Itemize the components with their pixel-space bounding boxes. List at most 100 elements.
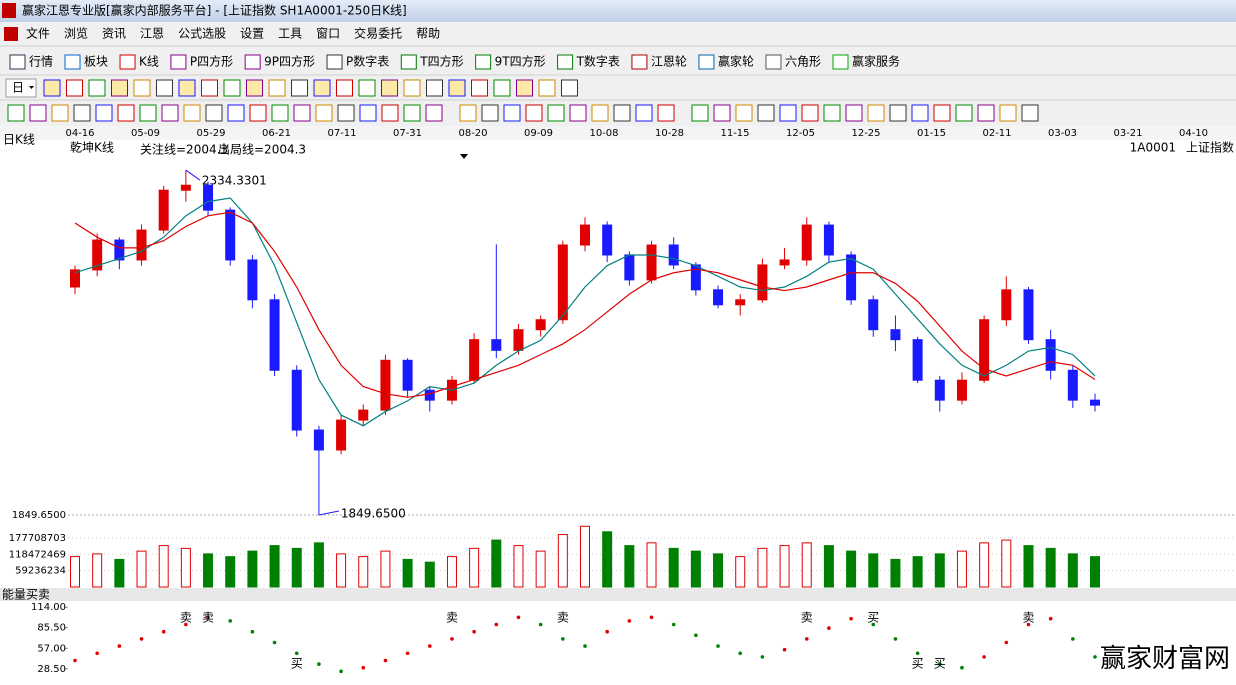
icon-button[interactable] [358,79,376,97]
icon-button[interactable] [735,104,753,122]
toolbar-icon[interactable] [400,54,417,70]
icon-button[interactable] [268,79,286,97]
icon-button[interactable] [538,79,556,97]
toolbar-button[interactable]: K线 [139,55,159,69]
icon-button[interactable] [201,79,218,97]
icon-button[interactable] [271,104,289,122]
icon-button[interactable] [845,104,863,122]
icon-button[interactable] [88,79,106,97]
toolbar-button[interactable]: T数字表 [576,54,620,69]
toolbar-icon[interactable] [698,54,715,70]
toolbar-button[interactable]: 赢家轮 [718,54,754,69]
icon-button[interactable] [955,104,973,122]
icon-button[interactable] [801,104,819,122]
icon-button[interactable] [117,104,135,122]
icon-button[interactable] [403,79,421,97]
icon-button[interactable] [591,104,609,122]
icon-button[interactable] [757,104,775,122]
toolbar-icon[interactable] [326,54,343,70]
icon-button[interactable] [95,104,113,122]
icon-button[interactable] [381,79,398,97]
icon-button[interactable] [911,104,929,122]
toolbar-icon[interactable] [475,54,492,70]
icon-button[interactable] [547,104,565,122]
toolbar-button[interactable]: 江恩轮 [651,55,687,69]
icon-button[interactable] [823,104,841,122]
menu-item[interactable]: 设置 [240,27,264,41]
toolbar-button[interactable]: 9T四方形 [495,54,546,69]
icon-button[interactable] [313,79,331,97]
icon-button[interactable] [178,79,196,97]
toolbar-button[interactable]: 六角形 [785,55,821,69]
icon-button[interactable] [977,104,995,122]
menu-item[interactable]: 资讯 [102,27,126,41]
icon-button[interactable] [425,104,443,122]
icon-button[interactable] [471,79,488,97]
toolbar-icon[interactable] [765,54,782,70]
icon-button[interactable] [51,104,69,122]
toolbar-icon[interactable] [832,54,849,70]
icon-button[interactable] [481,104,499,122]
toolbar-icon[interactable] [64,54,81,70]
icon-button[interactable] [291,79,308,97]
icon-button[interactable] [779,104,797,122]
icon-button[interactable] [161,104,179,122]
icon-button[interactable] [867,104,885,122]
toolbar-button[interactable]: 板块 [84,55,108,69]
icon-button[interactable] [73,104,91,122]
icon-button[interactable] [139,104,157,122]
icon-button[interactable] [133,79,151,97]
icon-button[interactable] [889,104,907,122]
icon-button[interactable] [403,104,421,122]
icon-button[interactable] [525,104,543,122]
menu-item[interactable]: 文件 [26,26,50,41]
icon-button[interactable] [205,104,223,122]
toolbar-button[interactable]: P四方形 [190,54,233,69]
icon-button[interactable] [713,104,731,122]
icon-button[interactable] [561,79,578,97]
icon-button[interactable] [223,79,241,97]
icon-button[interactable] [1021,104,1039,122]
menu-item[interactable]: 公式选股 [178,27,226,41]
menu-item[interactable]: 窗口 [316,27,340,41]
icon-button[interactable] [249,104,267,122]
menu-item[interactable]: 浏览 [64,26,88,41]
toolbar-icon[interactable] [170,54,187,70]
icon-button[interactable] [246,79,263,97]
icon-button[interactable] [516,79,533,97]
icon-button[interactable] [43,79,61,97]
menu-item[interactable]: 帮助 [416,27,440,41]
menu-item[interactable]: 江恩 [140,27,164,41]
toolbar-icon[interactable] [119,54,136,70]
icon-button[interactable] [613,104,631,122]
icon-button[interactable] [999,104,1017,122]
icon-button[interactable] [66,79,83,97]
icon-button[interactable] [336,79,353,97]
icon-button[interactable] [29,104,47,122]
icon-button[interactable] [381,104,399,122]
icon-button[interactable] [156,79,173,97]
icon-button[interactable] [493,79,511,97]
toolbar-button[interactable]: 行情 [29,55,53,69]
icon-button[interactable] [337,104,355,122]
toolbar-icon[interactable] [557,54,574,70]
toolbar-button[interactable]: 赢家服务 [852,54,900,69]
menu-item[interactable]: 工具 [278,27,302,41]
period-select[interactable] [5,78,37,98]
icon-button[interactable] [448,79,466,97]
icon-button[interactable] [315,104,333,122]
icon-button[interactable] [7,104,25,122]
icon-button[interactable] [183,104,201,122]
icon-button[interactable] [691,104,709,122]
icon-button[interactable] [111,79,128,97]
menu-item[interactable]: 交易委托 [354,26,402,41]
icon-button[interactable] [635,104,653,122]
icon-button[interactable] [933,104,951,122]
toolbar-icon[interactable] [631,54,648,70]
toolbar-button[interactable]: T四方形 [419,54,463,69]
period-value[interactable]: 日 [12,81,24,95]
toolbar-button[interactable]: P数字表 [346,54,389,69]
icon-button[interactable] [426,79,443,97]
icon-button[interactable] [459,104,477,122]
icon-button[interactable] [359,104,377,122]
